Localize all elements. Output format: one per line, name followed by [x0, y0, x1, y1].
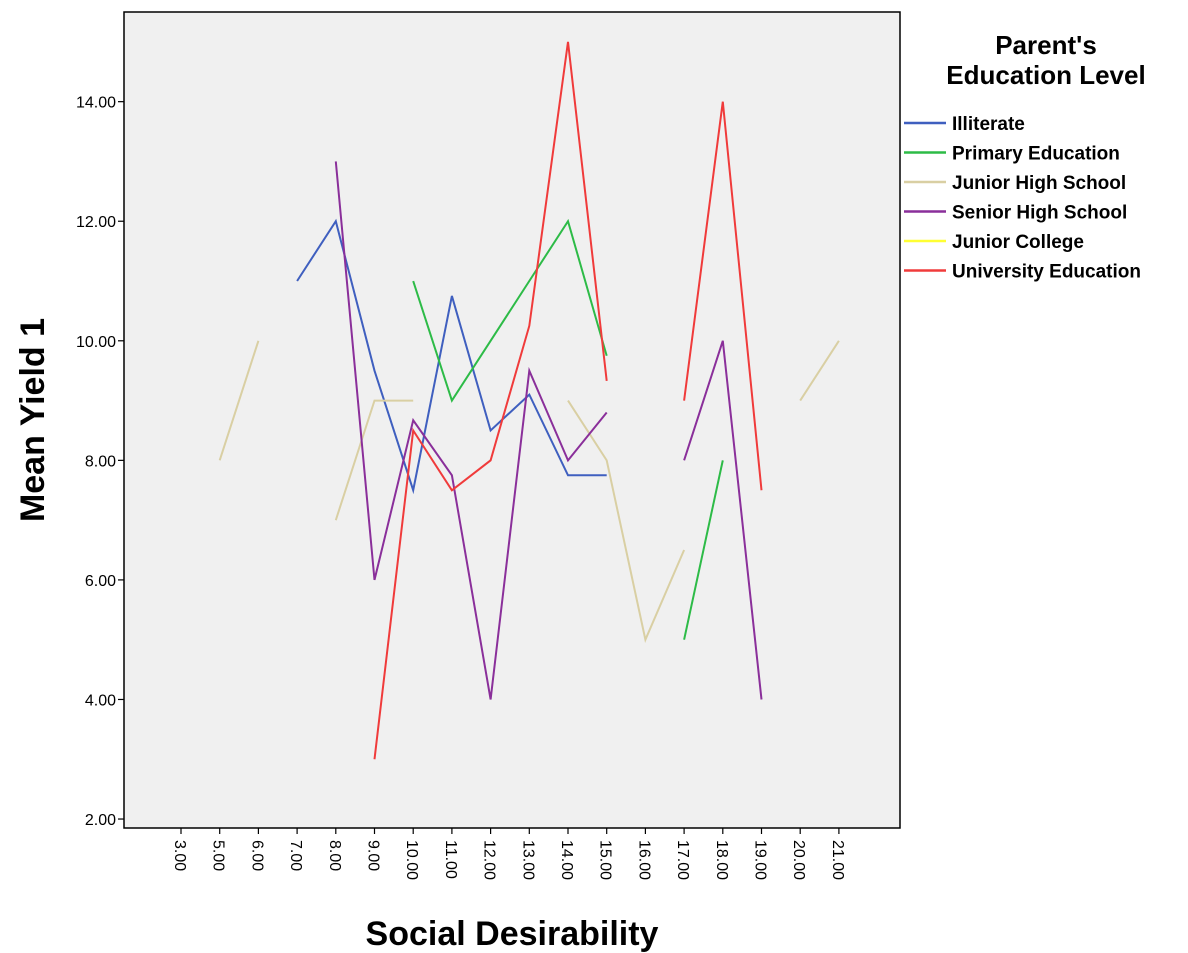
series-line [683, 340, 763, 700]
legend-label: Junior College [952, 232, 1084, 253]
y-tick-label: 14.00 [76, 95, 116, 112]
x-axis-title: Social Desirability [366, 915, 659, 953]
legend-label: University Education [952, 262, 1141, 283]
x-tick-label: 12.00 [481, 840, 498, 880]
x-tick-label: 13.00 [519, 840, 536, 880]
x-tick-label: 3.00 [171, 840, 188, 871]
x-axis: 3.00 5.00 6.00 7.00 8.00 9.00 10.00 11.00 12.00 1… [171, 828, 846, 880]
legend-item: Illiterate [904, 114, 1025, 135]
legend-item: Senior High School [904, 203, 1127, 224]
x-tick-label: 7.00 [287, 840, 304, 871]
legend-label: Junior High School [952, 173, 1126, 194]
series-line [373, 41, 608, 760]
legend-title-line-2: Education Level [946, 60, 1145, 90]
x-tick-label: 19.00 [752, 840, 769, 880]
series-line [334, 161, 608, 700]
series-line [567, 400, 686, 643]
x-tick-label: 9.00 [365, 840, 382, 871]
series-line [218, 340, 260, 461]
x-tick-label: 10.00 [403, 840, 420, 880]
x-tick-label: 15.00 [597, 840, 614, 880]
y-axis-title: Mean Yield 1 [14, 318, 52, 522]
x-tick-label: 8.00 [326, 840, 343, 871]
series-line [683, 101, 763, 491]
x-tick-label: 21.00 [829, 840, 846, 880]
legend-title-line-1: Parent's [995, 30, 1097, 60]
series-line [683, 460, 724, 640]
x-tick-label: 20.00 [790, 840, 807, 880]
x-tick-label: 17.00 [674, 840, 691, 880]
legend: Illiterate Primary Education Junior High S… [904, 114, 1141, 283]
x-tick-label: 11.00 [442, 840, 459, 879]
series-lines [218, 41, 840, 760]
legend-label: Primary Education [952, 144, 1120, 165]
legend-item: Junior High School [904, 173, 1126, 194]
legend-label: Illiterate [952, 114, 1025, 135]
x-tick-label: 16.00 [635, 840, 652, 880]
series-line [334, 399, 414, 521]
series-line [799, 340, 840, 402]
plot-area [123, 11, 901, 829]
y-tick-label: 10.00 [76, 334, 116, 351]
y-axis: 2.00 4.00 6.00 8.00 10.00 12.00 14.00 [76, 95, 124, 829]
y-tick-label: 12.00 [76, 214, 116, 231]
series-line [296, 218, 607, 495]
legend-item: University Education [904, 262, 1141, 283]
y-tick-label: 2.00 [85, 812, 116, 829]
legend-item: Junior College [904, 232, 1084, 253]
y-tick-label: 4.00 [85, 692, 116, 709]
x-tick-label: 5.00 [210, 840, 227, 871]
legend-label: Senior High School [952, 203, 1127, 224]
y-tick-label: 8.00 [85, 453, 116, 470]
y-tick-label: 6.00 [85, 573, 116, 590]
x-tick-label: 6.00 [248, 840, 265, 871]
x-tick-label: 14.00 [558, 840, 575, 880]
x-tick-label: 18.00 [713, 840, 730, 880]
legend-item: Primary Education [904, 144, 1120, 165]
series-line [412, 218, 608, 403]
